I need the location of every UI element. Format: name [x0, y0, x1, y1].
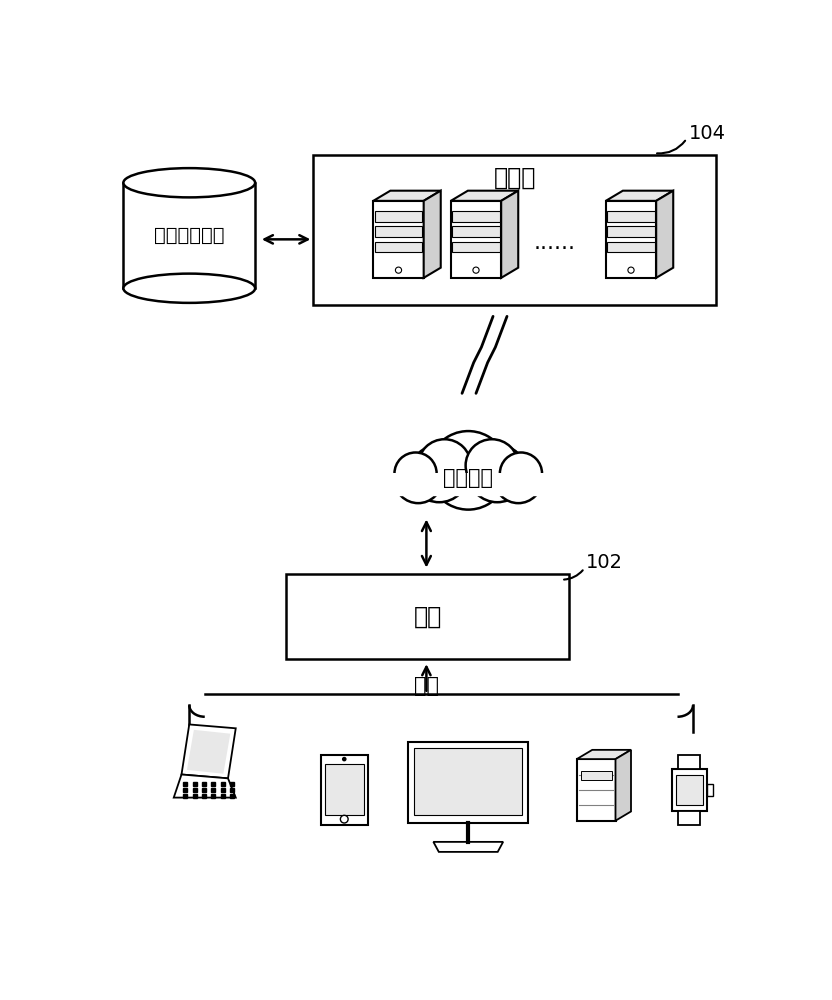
Text: 数据存储系统: 数据存储系统 — [154, 226, 225, 245]
Polygon shape — [375, 226, 422, 237]
Polygon shape — [433, 842, 503, 852]
Polygon shape — [453, 242, 500, 252]
FancyArrowPatch shape — [657, 141, 685, 153]
FancyBboxPatch shape — [671, 769, 706, 811]
Ellipse shape — [123, 274, 255, 303]
FancyBboxPatch shape — [676, 775, 703, 805]
Polygon shape — [453, 226, 500, 237]
Text: 104: 104 — [689, 124, 726, 143]
Polygon shape — [375, 242, 422, 252]
Circle shape — [428, 431, 508, 510]
Circle shape — [468, 445, 526, 502]
Polygon shape — [656, 191, 673, 278]
Circle shape — [466, 439, 518, 492]
Polygon shape — [501, 191, 518, 278]
Text: 通信网络: 通信网络 — [443, 468, 493, 488]
Polygon shape — [453, 211, 500, 222]
Polygon shape — [181, 724, 235, 778]
Polygon shape — [123, 183, 255, 288]
Text: 服务器: 服务器 — [493, 166, 536, 190]
Circle shape — [494, 456, 542, 503]
FancyBboxPatch shape — [324, 764, 364, 815]
Polygon shape — [451, 191, 518, 201]
FancyBboxPatch shape — [678, 811, 701, 825]
Circle shape — [342, 757, 347, 761]
FancyBboxPatch shape — [314, 155, 716, 305]
Polygon shape — [187, 730, 230, 774]
Text: ......: ...... — [534, 233, 576, 253]
Polygon shape — [423, 191, 441, 278]
Ellipse shape — [123, 168, 255, 197]
FancyBboxPatch shape — [678, 755, 701, 769]
Circle shape — [628, 267, 634, 273]
Polygon shape — [607, 211, 655, 222]
Circle shape — [500, 452, 542, 494]
Circle shape — [394, 452, 437, 494]
Text: 例如: 例如 — [414, 676, 439, 696]
Text: 102: 102 — [586, 553, 623, 572]
Polygon shape — [607, 242, 655, 252]
FancyBboxPatch shape — [581, 771, 612, 780]
Circle shape — [410, 445, 468, 502]
Polygon shape — [374, 191, 441, 201]
Circle shape — [473, 267, 479, 273]
Circle shape — [394, 456, 442, 503]
FancyBboxPatch shape — [577, 759, 616, 821]
Polygon shape — [374, 201, 423, 278]
Polygon shape — [616, 750, 631, 821]
FancyBboxPatch shape — [414, 748, 522, 815]
Polygon shape — [606, 201, 656, 278]
Circle shape — [340, 815, 348, 823]
Circle shape — [395, 267, 402, 273]
Polygon shape — [606, 191, 673, 201]
FancyBboxPatch shape — [321, 755, 368, 825]
FancyBboxPatch shape — [286, 574, 569, 659]
Circle shape — [418, 439, 471, 492]
Text: 终端: 终端 — [414, 605, 442, 629]
FancyBboxPatch shape — [409, 742, 528, 823]
Polygon shape — [607, 226, 655, 237]
FancyBboxPatch shape — [706, 784, 713, 796]
Polygon shape — [375, 211, 422, 222]
Polygon shape — [451, 201, 501, 278]
Polygon shape — [577, 750, 631, 759]
FancyBboxPatch shape — [392, 473, 545, 495]
Polygon shape — [174, 774, 235, 798]
FancyArrowPatch shape — [564, 570, 582, 580]
